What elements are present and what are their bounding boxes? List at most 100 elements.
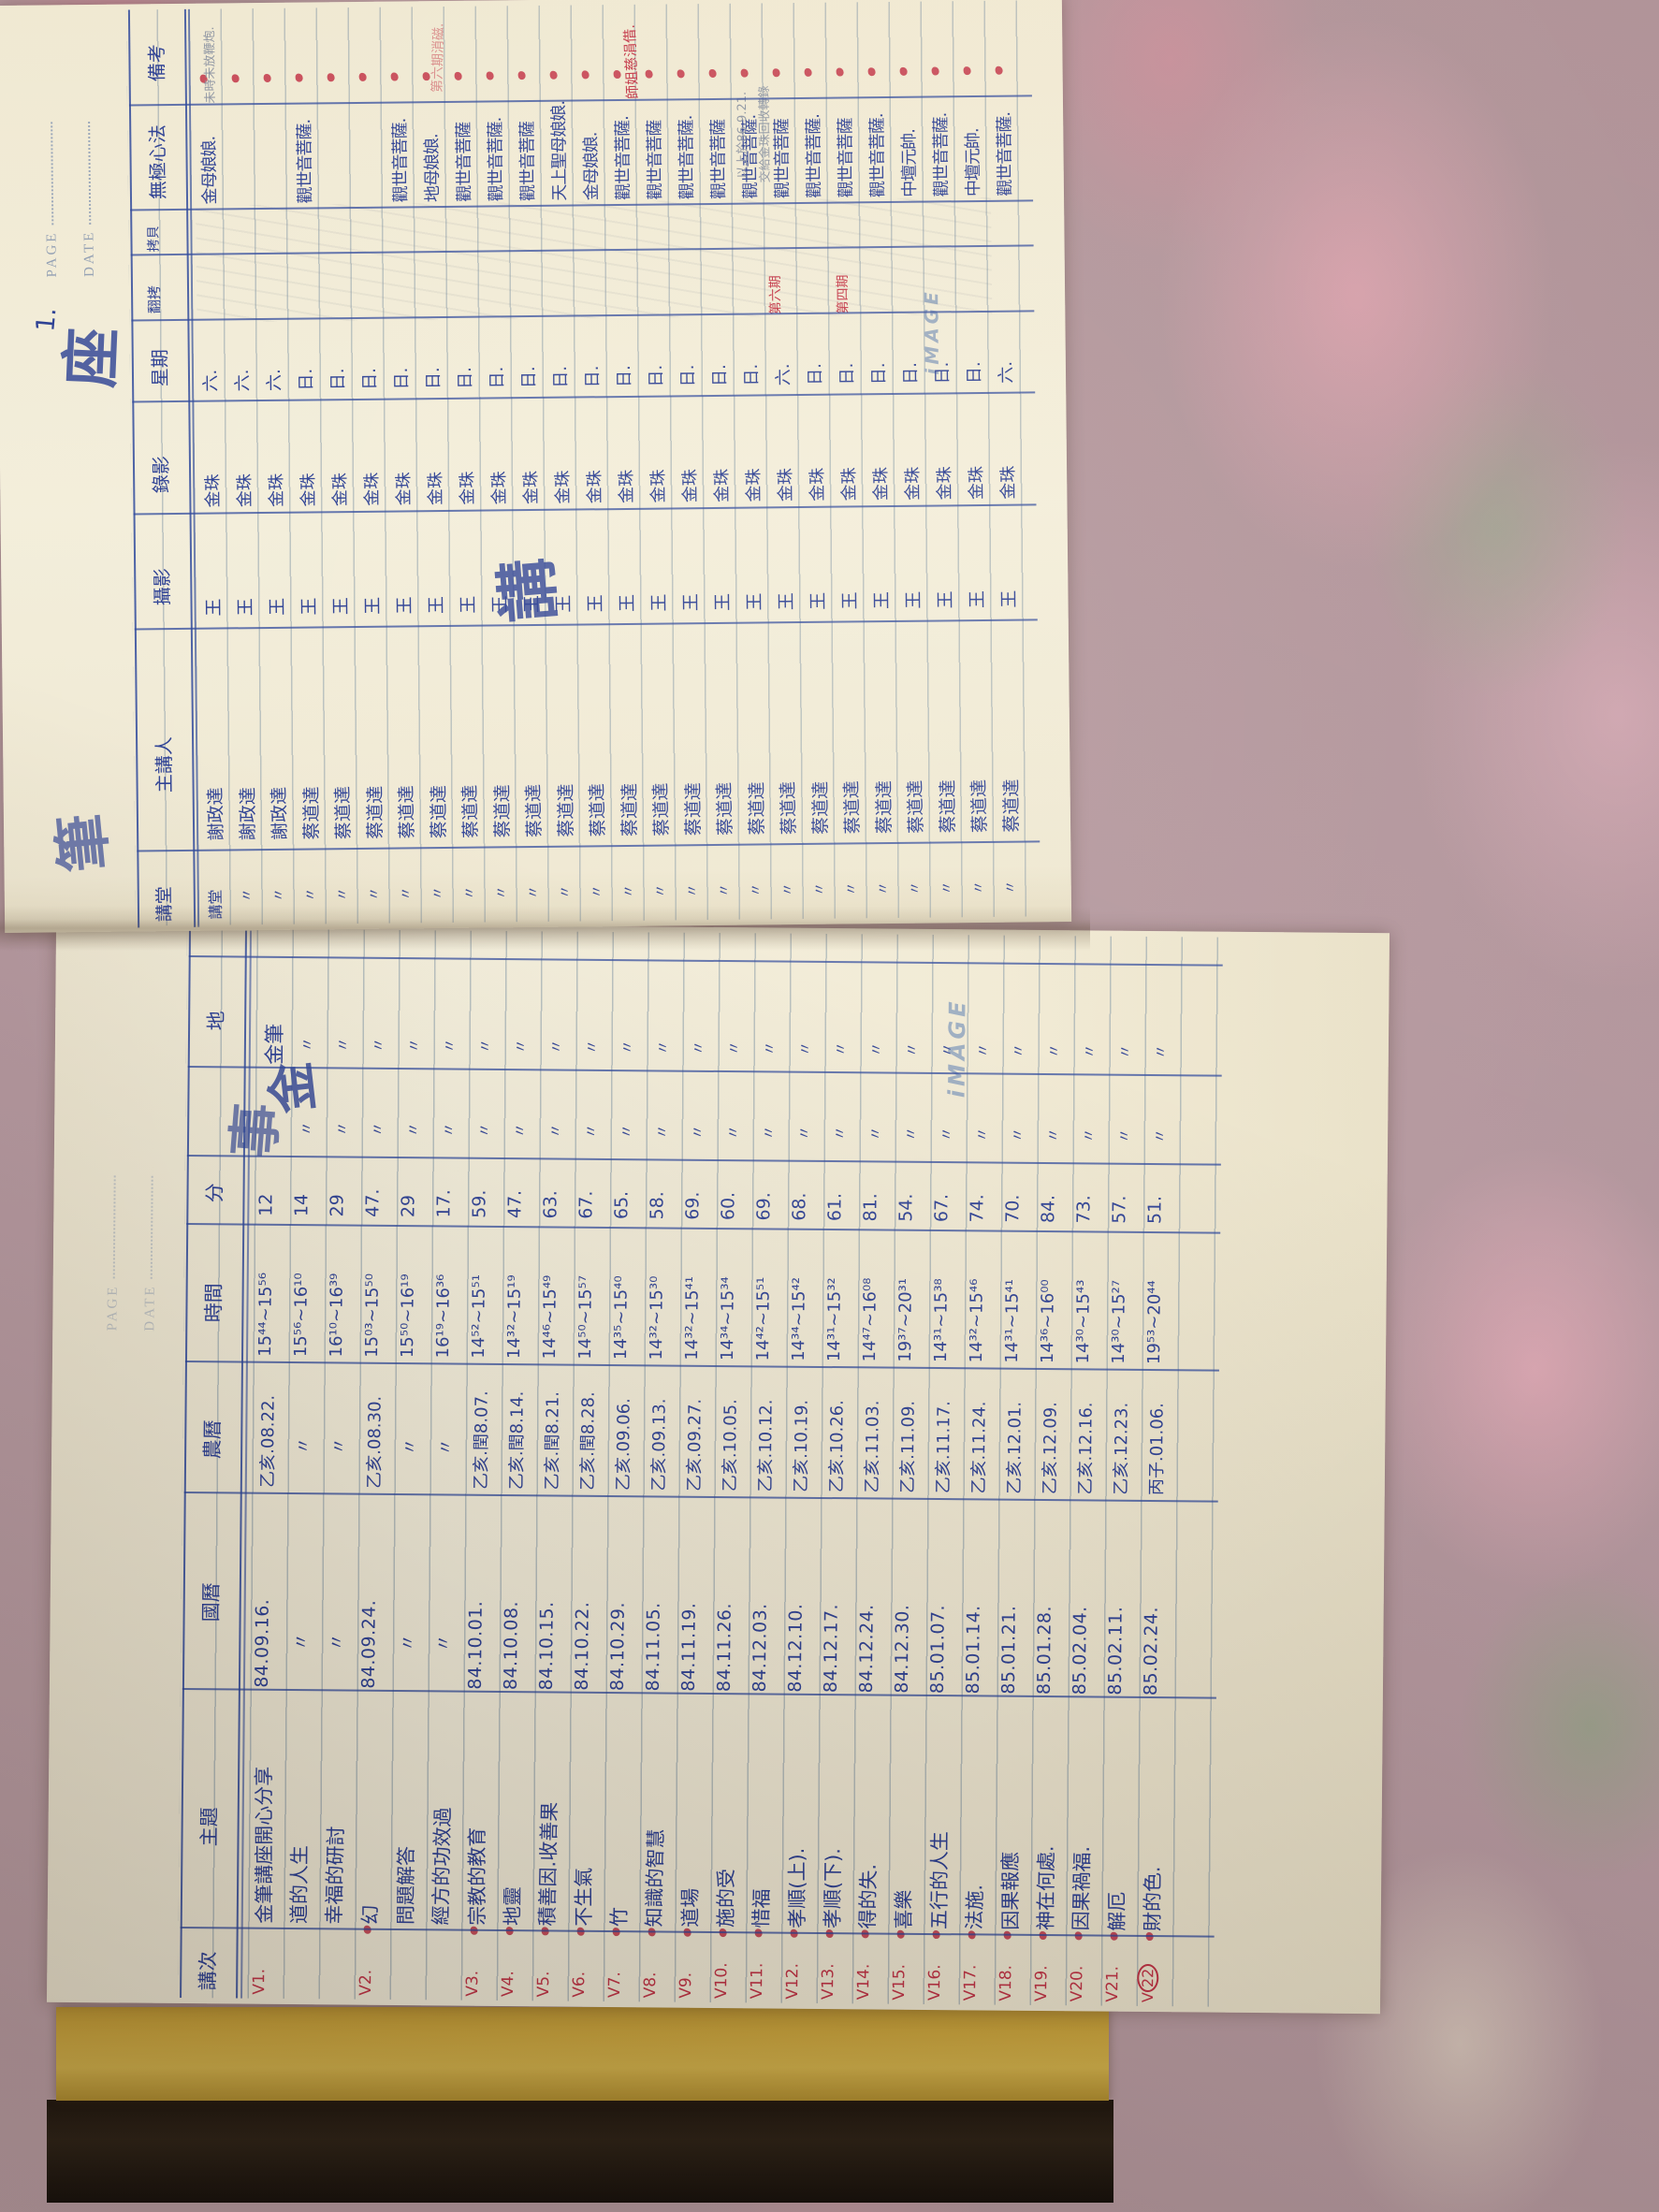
cell-text: 金珠 (521, 470, 542, 505)
cell-text: 〃 (831, 1041, 850, 1057)
cell-text: 主題 (197, 1807, 221, 1847)
cell-text: 58. (647, 1191, 668, 1220)
cell-text: 王 (330, 597, 352, 616)
cell-text: 〃 (582, 1123, 601, 1139)
cell-text: 日. (900, 361, 922, 385)
faint-pencil-marks (196, 196, 993, 323)
cell-text: 王 (235, 598, 256, 617)
cell-text: 乙亥.10.26. (826, 1400, 848, 1493)
cell-text: 乙亥.11.09. (897, 1400, 919, 1493)
cell-text: 觀世音菩薩 (645, 120, 666, 200)
red-check-dot (549, 70, 558, 80)
cell-text: 14³¹~15³² (823, 1277, 845, 1362)
cell-text: V18. (997, 1964, 1016, 2001)
cell-text: 乙亥.08.22. (257, 1394, 279, 1488)
cell-text: 〃 (397, 886, 415, 901)
date-label-print: DATE (80, 121, 98, 277)
cell-text: 金筆講座開心分享 (253, 1766, 276, 1924)
cell-text: 19⁵³~20⁴⁴ (1143, 1280, 1165, 1365)
cell-text: 王 (712, 592, 734, 612)
cell-text: 蔡道達 (300, 786, 322, 840)
cell-text: 道的人生 (287, 1845, 312, 1925)
lecture-number: V22 (1137, 1963, 1159, 2002)
cell-text: 〃 (524, 884, 542, 900)
cell-text: 〃 (969, 880, 987, 895)
cell-text: 〃 (333, 1121, 352, 1137)
red-check-dot (517, 71, 526, 80)
cell-text: 六. (232, 369, 254, 392)
cell-text: 〃 (651, 883, 669, 898)
cell-text: 金珠 (839, 467, 860, 502)
cell-text: V3. (463, 1970, 483, 1997)
cell-text: 時間 (202, 1283, 226, 1323)
cell-text: 〃 (291, 1632, 313, 1652)
cell-text: 〃 (269, 887, 287, 902)
cell-text: 觀世音菩薩. (295, 119, 316, 204)
page-label-print: PAGE (105, 1175, 122, 1331)
cell-text: 觀世音菩薩. (804, 113, 825, 198)
cell-text: 神在何處. (1034, 1845, 1058, 1931)
cell-text: 講次 (196, 1951, 220, 1991)
cell-text: 〃 (689, 1124, 707, 1140)
cell-text: 14⁵⁰~15⁵⁷ (575, 1274, 596, 1360)
cell-text: 47. (504, 1189, 526, 1219)
cell-text: 六. (200, 369, 222, 392)
red-check-dot (867, 67, 876, 77)
cell-text: 〃 (619, 883, 637, 899)
red-faint-remark: 第六期消磁. (429, 22, 447, 94)
cell-text: 天上聖母娘娘. (548, 100, 571, 201)
cell-text: 金珠 (489, 471, 510, 505)
cell-text: 〃 (874, 881, 892, 896)
cell-text: 〃 (475, 1038, 494, 1054)
cell-text: 農曆 (201, 1419, 225, 1460)
column-line (180, 1927, 1215, 1938)
cell-text: 王 (680, 593, 702, 612)
cell-text: 〃 (1080, 1043, 1099, 1059)
cell-text: 地靈 (501, 1885, 525, 1927)
cell-text: 〃 (795, 1125, 814, 1141)
cell-text: 金母娘娘. (199, 136, 221, 205)
cell-text: 喜樂 (892, 1889, 915, 1929)
column-line (128, 95, 1032, 107)
cell-text: 蔡道達 (714, 781, 736, 837)
cell-text: 金珠 (330, 473, 351, 507)
cell-text: 〃 (1080, 1128, 1099, 1143)
cell-text: 金珠 (967, 465, 987, 501)
large-title-char: 筆 (46, 810, 121, 875)
cell-text: 〃 (511, 1123, 530, 1139)
cell-text: 日. (646, 364, 667, 387)
cell-text: 金珠 (903, 466, 924, 501)
cell-text: 乙亥.08.30. (364, 1395, 386, 1489)
cell-text: 王 (967, 589, 988, 609)
cell-text: 〃 (779, 882, 796, 897)
red-batch-note: 第六期 (767, 275, 784, 315)
cell-text: 蔡道達 (841, 780, 864, 835)
cell-text: 19³⁷~20³¹ (895, 1277, 916, 1362)
cell-text: 〃 (618, 1040, 636, 1055)
red-check-dot (327, 73, 335, 82)
cell-text: 乙亥.12.23. (1111, 1402, 1132, 1495)
cell-text: 14³⁰~15²⁷ (1108, 1279, 1129, 1364)
column-line (183, 1492, 1218, 1503)
cell-text: 幻 (358, 1904, 382, 1925)
cell-text: 丙子.01.06. (1146, 1403, 1168, 1496)
cell-text: 王 (521, 594, 543, 614)
cell-text: 84.09.24. (357, 1599, 380, 1689)
cell-text: 金珠 (617, 469, 637, 504)
left-table-rows: V1. 金筆講座開心分享 84.09.16. 乙亥.08.22. 15⁴⁴~15⁵⁶ 12… (47, 922, 1170, 2002)
red-batch-note: 第四期 (835, 274, 851, 314)
cell-text: 14³¹~15⁴¹ (1001, 1278, 1023, 1363)
red-check-dot (358, 72, 367, 81)
cell-text: V6. (570, 1971, 589, 1998)
cell-text: 74. (967, 1194, 988, 1223)
cell-text: V14. (854, 1963, 874, 2001)
column-line (186, 1155, 1221, 1166)
cell-text: 14⁵²~15⁵¹ (469, 1273, 489, 1359)
cell-text: 翻拷 (145, 285, 164, 314)
cell-text: 〃 (938, 1127, 956, 1142)
cell-text: 觀世音菩薩 (836, 118, 857, 198)
cell-text: 68. (789, 1192, 810, 1221)
cell-text: 日. (423, 367, 444, 390)
cell-text: 觀世音菩薩 (517, 121, 539, 202)
cell-text: 王 (648, 593, 670, 612)
